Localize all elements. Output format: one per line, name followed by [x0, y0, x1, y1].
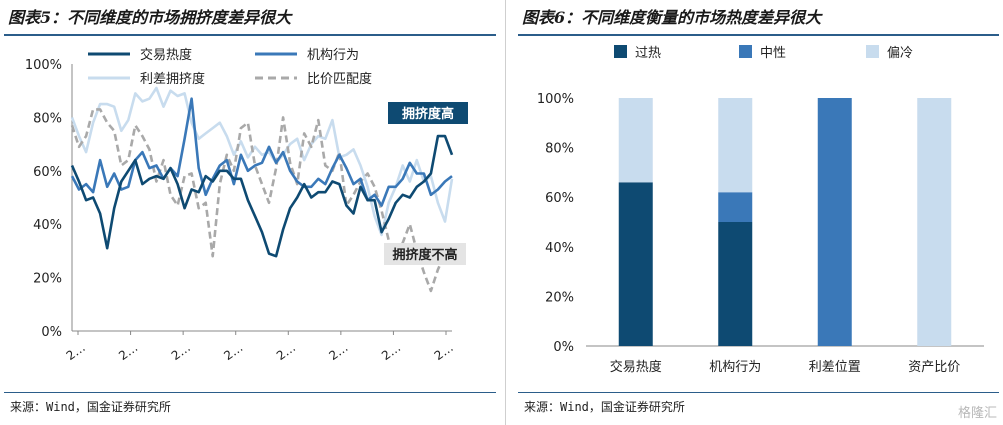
right-title-rule — [518, 34, 999, 36]
stacked-bar-chart: 0% 20% 40% 60% 80% 100% 交易热度 机构行为 利差位置 资产比价 过热 中性 偏冷 — [537, 45, 984, 375]
y-tick-label: 40% — [33, 218, 62, 233]
annotation-high: 拥挤度高 — [388, 102, 468, 124]
y-tick-label: 60% — [545, 191, 574, 206]
legend-label: 利差拥挤度 — [140, 71, 205, 87]
legend-label: 过热 — [635, 46, 661, 61]
x-tick-label: 2… — [169, 340, 193, 363]
x-category-label: 资产比价 — [908, 360, 960, 375]
legend-swatch — [739, 45, 752, 58]
line-chart: 0% 20% 40% 60% 80% 100% 2… 2… 2… 2… 2… 2… 2… 2… 交易热度 机构… — [25, 47, 468, 363]
y-tick-label: 100% — [537, 92, 574, 107]
bar-segment — [618, 98, 653, 183]
legend-label: 交易热度 — [140, 47, 192, 63]
left-title-rule — [4, 34, 496, 36]
panel-divider — [505, 0, 506, 425]
right-source-note: 来源：Wind，国金证券研究所 — [524, 400, 685, 414]
x-tick-label: 2… — [379, 340, 403, 363]
left-chart-panel: 图表5：不同维度的市场拥挤度差异很大 0% 20% 40% 60% 80% 100% 2… 2… — [0, 0, 500, 425]
y-tick-label: 20% — [545, 290, 574, 305]
x-tick-label: 2… — [116, 340, 140, 363]
bar-segment — [817, 98, 852, 346]
bar-segment — [718, 98, 753, 193]
right-source-rule — [518, 392, 999, 393]
annotation-low-box — [384, 243, 466, 265]
x-tick-label: 2… — [274, 340, 298, 363]
legend-label: 偏冷 — [887, 46, 913, 61]
x-category-label: 利差位置 — [809, 360, 861, 375]
series-line — [70, 86, 454, 237]
y-tick-label: 60% — [33, 165, 62, 180]
x-tick-label: 2… — [221, 340, 245, 363]
legend-label: 比价匹配度 — [307, 71, 372, 87]
left-chart-title: 图表5：不同维度的市场拥挤度差异很大 — [8, 8, 292, 27]
y-tick-label: 80% — [33, 111, 62, 126]
legend-label: 机构行为 — [307, 48, 359, 63]
right-chart-panel: 图表6：不同维度衡量的市场热度差异很大 0% 20% 40% 60% 80% 100% 交易… — [514, 0, 1003, 425]
legend-label: 中性 — [760, 46, 786, 61]
right-chart-title: 图表6：不同维度衡量的市场热度差异很大 — [522, 8, 822, 27]
y-tick-label: 0% — [41, 325, 62, 340]
annotation-high-text: 拥挤度高 — [402, 106, 454, 122]
legend-swatch — [614, 45, 627, 58]
series-line — [70, 134, 454, 258]
y-tick-label: 100% — [25, 58, 62, 73]
bar-segment — [618, 182, 653, 346]
left-source-rule — [4, 392, 496, 393]
watermark-logo: 格隆汇 — [957, 406, 997, 421]
y-tick-label: 40% — [545, 241, 574, 256]
annotation-high-box — [388, 102, 468, 124]
left-source-note: 来源：Wind，国金证券研究所 — [10, 400, 171, 414]
bar-segment — [917, 98, 952, 346]
bar-segment — [718, 192, 753, 222]
y-tick-label: 0% — [553, 340, 574, 355]
legend-swatch — [866, 45, 879, 58]
x-tick-label: 2… — [327, 340, 351, 363]
x-category-label: 机构行为 — [709, 360, 761, 375]
annotation-low-text: 拥挤度不高 — [392, 247, 457, 263]
annotation-low: 拥挤度不高 — [384, 243, 466, 265]
x-category-label: 交易热度 — [610, 359, 662, 375]
x-tick-label: 2… — [64, 340, 88, 363]
y-tick-label: 20% — [33, 272, 62, 287]
y-tick-label: 80% — [545, 142, 574, 157]
x-tick-label: 2… — [432, 340, 456, 363]
bar-segment — [718, 222, 753, 346]
